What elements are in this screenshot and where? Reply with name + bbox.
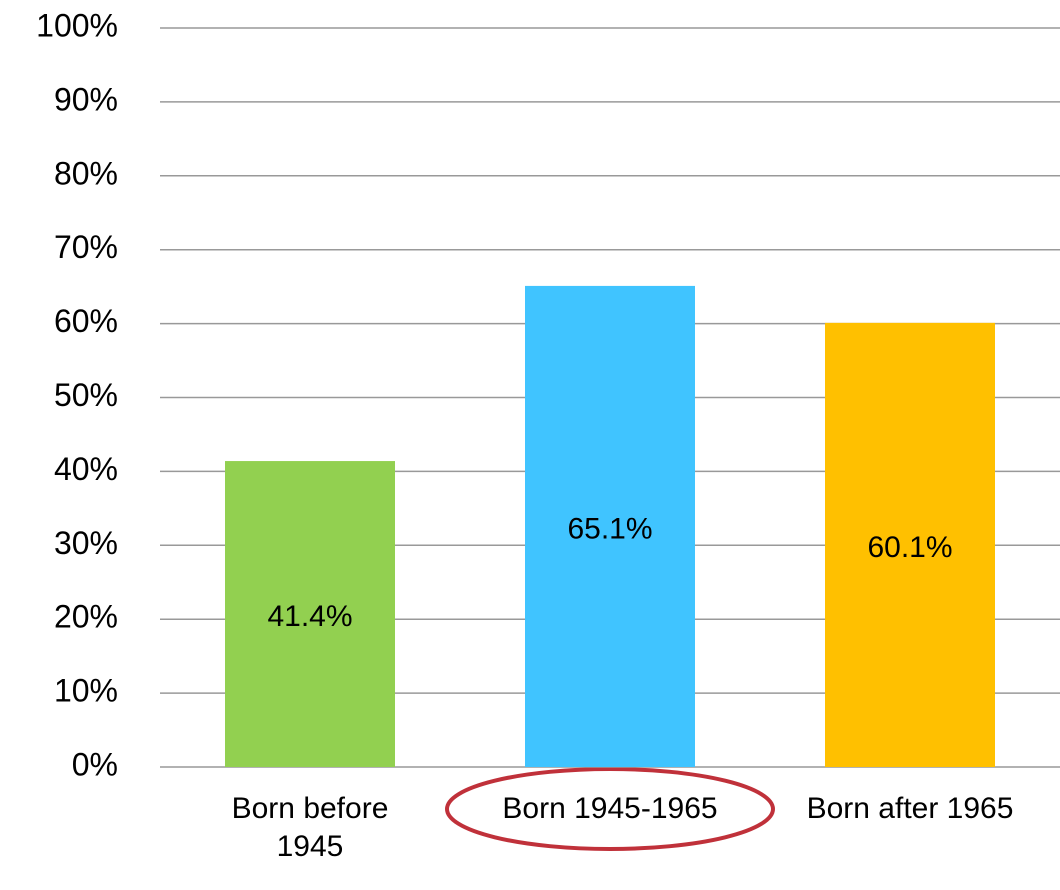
y-tick-label: 50%	[54, 377, 118, 413]
y-tick-label: 30%	[54, 525, 118, 561]
y-tick-label: 80%	[54, 155, 118, 191]
y-tick-label: 70%	[54, 229, 118, 265]
x-tick-label: Born after 1965	[806, 792, 1014, 825]
x-tick-label: Born 1945-1965	[502, 792, 718, 825]
bar	[525, 285, 695, 767]
bar	[825, 322, 995, 767]
bar	[225, 461, 395, 767]
value-label: 60.1%	[867, 531, 952, 564]
y-tick-label: 10%	[54, 673, 118, 709]
y-tick-label: 20%	[54, 599, 118, 635]
value-label: 65.1%	[567, 512, 652, 545]
y-tick-label: 0%	[72, 746, 118, 782]
highlight-ellipse	[445, 767, 775, 851]
y-tick-label: 100%	[36, 7, 118, 43]
y-tick-label: 90%	[54, 81, 118, 117]
y-tick-label: 60%	[54, 303, 118, 339]
y-tick-label: 40%	[54, 451, 118, 487]
value-label: 41.4%	[267, 600, 352, 633]
x-tick-label: Born before 1945	[231, 792, 389, 863]
